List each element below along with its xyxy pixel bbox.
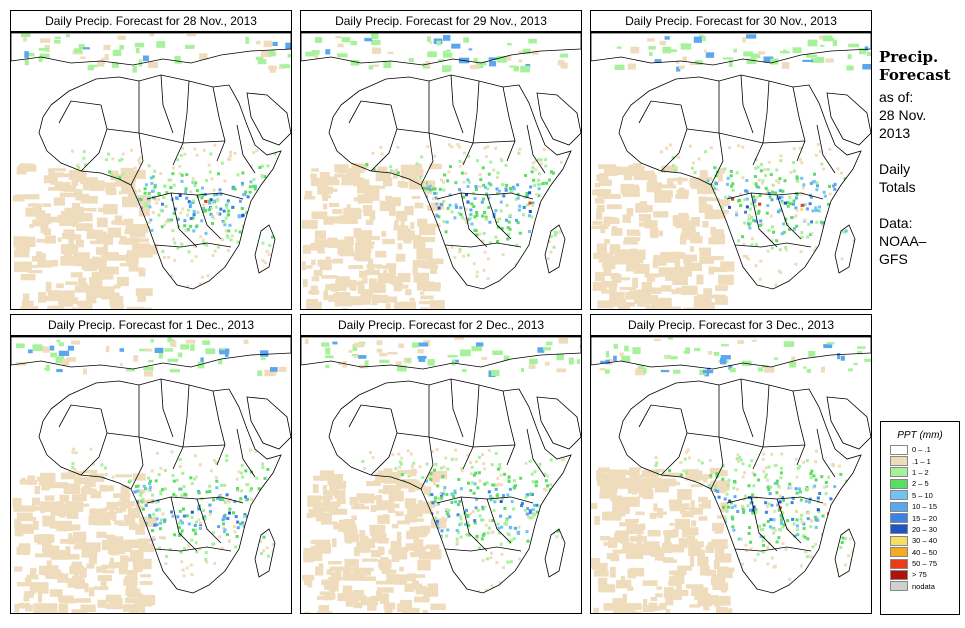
ocean-precip-field [301,33,569,309]
precip-legend: PPT (mm) 0 – .1 .1 – 1 1 – 2 2 – 5 5 – 1… [880,421,960,615]
legend-label: 50 – 75 [912,559,938,569]
precip-map [590,32,872,310]
panel-title: Daily Precip. Forecast for 28 Nov., 2013 [10,10,292,32]
panel-title: Daily Precip. Forecast for 1 Dec., 2013 [10,314,292,336]
legend-label: 0 – .1 [912,445,931,455]
precip-map [300,32,582,310]
ocean-precip-field [302,337,581,613]
legend-swatch [890,490,908,501]
forecast-panel-5: Daily Precip. Forecast for 2 Dec., 2013 [300,314,582,614]
africa-map-svg [301,33,581,309]
forecast-panel-4: Daily Precip. Forecast for 1 Dec., 2013 [10,314,292,614]
legend-row: 10 – 15 [890,501,959,512]
legend-row: > 75 [890,569,959,580]
legend-row: 15 – 20 [890,512,959,524]
totals-label: Totals [879,179,916,195]
precip-map [590,336,872,614]
africa-map-svg [11,337,291,613]
legend-row: 50 – 75 [890,558,959,569]
legend-swatch [890,456,908,467]
legend-swatch [890,478,908,489]
legend-label: 20 – 30 [912,524,938,534]
ocean-precip-field [591,337,871,613]
legend-label: > 75 [912,570,927,580]
panel-title: Daily Precip. Forecast for 29 Nov., 2013 [300,10,582,32]
legend-label: 1 – 2 [912,467,929,477]
ocean-precip-field [591,34,871,309]
legend-row: 30 – 40 [890,535,959,546]
country-borders [301,33,581,290]
legend-swatch [890,547,908,558]
legend-swatch [890,569,908,580]
legend-title: PPT (mm) [897,430,943,441]
country-borders [591,33,871,290]
legend-label: 30 – 40 [912,536,938,546]
panel-title: Daily Precip. Forecast for 2 Dec., 2013 [300,314,582,336]
ocean-precip-field [12,337,291,613]
side-info: Precip. Forecast as of: 28 Nov. 2013 Dai… [879,48,965,268]
legend-swatch [890,513,908,524]
africa-map-svg [591,337,871,613]
side-title-line: Forecast [879,66,951,84]
legend-label: 5 – 10 [912,490,933,500]
legend-rows: 0 – .1 .1 – 1 1 – 2 2 – 5 5 – 10 10 – 15… [881,444,959,592]
legend-label: 10 – 15 [912,502,938,512]
country-borders [591,337,871,594]
precip-map [10,32,292,310]
legend-swatch [890,524,908,535]
forecast-panel-1: Daily Precip. Forecast for 28 Nov., 2013 [10,10,292,310]
forecast-panel-3: Daily Precip. Forecast for 30 Nov., 2013 [590,10,872,310]
legend-row: .1 – 1 [890,455,959,467]
legend-row: 5 – 10 [890,490,959,501]
legend-row: 1 – 2 [890,467,959,478]
country-borders [11,33,291,290]
legend-label: 15 – 20 [912,513,938,523]
africa-map-svg [591,33,871,309]
side-title-line: Precip. [879,48,939,66]
country-borders [11,337,291,594]
legend-row: nodata [890,581,959,592]
legend-label: .1 – 1 [912,456,931,466]
legend-label: nodata [912,581,935,591]
legend-row: 2 – 5 [890,478,959,489]
panel-title: Daily Precip. Forecast for 3 Dec., 2013 [590,314,872,336]
precip-map [10,336,292,614]
forecast-panel-6: Daily Precip. Forecast for 3 Dec., 2013 [590,314,872,614]
legend-swatch [890,535,908,546]
legend-swatch [890,581,908,592]
legend-swatch [890,444,908,455]
legend-row: 40 – 50 [890,547,959,558]
africa-map-svg [11,33,291,309]
data-label: Data: [879,215,913,231]
forecast-panel-2: Daily Precip. Forecast for 29 Nov., 2013 [300,10,582,310]
legend-swatch [890,558,908,569]
precip-map [300,336,582,614]
panel-title: Daily Precip. Forecast for 30 Nov., 2013 [590,10,872,32]
data-source-model: GFS [879,251,908,267]
legend-swatch [890,501,908,512]
legend-row: 20 – 30 [890,524,959,535]
as-of-date: 28 Nov. [879,107,927,123]
as-of-label: as of: [879,89,914,105]
legend-label: 40 – 50 [912,547,938,557]
ocean-precip-field [12,33,291,309]
data-source: NOAA– [879,233,927,249]
daily-label: Daily [879,161,911,177]
legend-row: 0 – .1 [890,444,959,455]
legend-swatch [890,467,908,478]
as-of-year: 2013 [879,125,911,141]
country-borders [301,337,581,594]
legend-label: 2 – 5 [912,479,929,489]
africa-map-svg [301,337,581,613]
